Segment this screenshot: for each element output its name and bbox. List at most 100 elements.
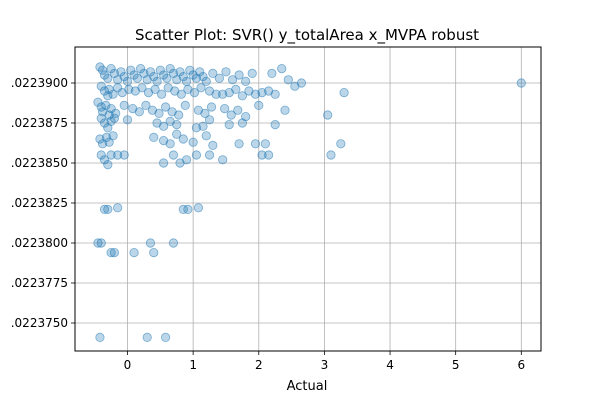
scatter-point — [95, 332, 105, 342]
scatter-point — [122, 76, 133, 87]
scatter-point — [159, 121, 169, 131]
scatter-point — [200, 108, 210, 119]
grid — [75, 47, 541, 351]
scatter-point — [155, 65, 165, 75]
scatter-point — [141, 100, 151, 111]
scatter-point — [119, 150, 129, 160]
scatter-point — [241, 76, 251, 87]
scatter-point — [137, 83, 147, 93]
scatter-point — [270, 89, 280, 99]
scatter-point — [126, 65, 136, 75]
scatter-point — [99, 155, 110, 165]
scatter-point — [145, 67, 156, 77]
x-tick-label: 3 — [321, 358, 329, 372]
scatter-point — [204, 115, 215, 125]
scatter-point — [96, 81, 106, 91]
scatter-point — [129, 248, 139, 258]
scatter-point — [181, 155, 192, 165]
scatter-point — [101, 100, 111, 111]
scatter-point — [119, 100, 129, 111]
scatter-point — [142, 332, 152, 342]
scatter-point — [257, 150, 267, 160]
scatter-point — [103, 73, 113, 83]
scatter-point — [336, 139, 346, 149]
scatter-point — [160, 102, 171, 112]
scatter-point — [172, 120, 182, 130]
scatter-point — [152, 76, 162, 87]
scatter-point — [178, 72, 188, 82]
scatter-point — [168, 150, 179, 160]
scatter-point — [280, 105, 290, 115]
scatter-point — [231, 84, 241, 95]
scatter-point — [277, 64, 287, 74]
scatter-point — [208, 68, 218, 79]
x-tick-label: 0 — [124, 358, 132, 372]
scatter-point — [159, 158, 169, 168]
scatter-point — [247, 68, 257, 79]
scatter-point — [180, 100, 190, 111]
x-tick-label: 4 — [386, 358, 394, 372]
scatter-point — [326, 150, 336, 160]
scatter-point — [234, 70, 244, 80]
scatter-point — [211, 89, 221, 99]
scatter-point — [99, 204, 110, 214]
scatter-point — [103, 204, 113, 214]
scatter-point — [218, 155, 228, 165]
scatter-point — [237, 91, 247, 101]
scatter-point — [108, 131, 118, 141]
scatter-point — [96, 113, 106, 123]
x-axis-ticks: 0 1 2 3 4 5 6 — [124, 351, 525, 372]
scatter-point — [165, 139, 175, 149]
scatter-point — [185, 65, 195, 75]
y-tick-label: .0223900 — [11, 76, 68, 90]
scatter-point — [227, 75, 238, 85]
scatter-point — [154, 108, 164, 119]
scatter-point — [122, 115, 133, 125]
scatter-point — [145, 238, 156, 248]
scatter-point — [119, 72, 129, 82]
x-tick-label: 2 — [255, 358, 263, 372]
scatter-point — [178, 134, 188, 144]
scatter-point — [323, 110, 333, 120]
scatter-point — [198, 72, 208, 82]
scatter-point — [198, 121, 208, 131]
scatter-point — [181, 76, 192, 87]
scatter-point — [134, 107, 144, 117]
scatter-point — [103, 160, 113, 170]
x-axis-label: Actual — [287, 379, 328, 394]
scatter-point — [220, 104, 230, 114]
scatter-point — [221, 67, 231, 77]
scatter-point — [176, 89, 186, 99]
scatter-point — [108, 89, 118, 99]
x-tick-label: 6 — [517, 358, 525, 372]
chart-title: Scatter Plot: SVR() y_totalArea x_MVPA r… — [135, 26, 479, 45]
scatter-point — [109, 248, 119, 258]
scatter-point — [96, 238, 106, 248]
scatter-point — [233, 105, 243, 115]
scatter-point — [93, 238, 103, 248]
data-points — [93, 62, 526, 342]
scatter-point — [149, 132, 159, 142]
scatter-point — [106, 150, 116, 160]
y-tick-label: .0223750 — [11, 316, 68, 330]
scatter-point — [109, 113, 119, 123]
scatter-point — [160, 332, 171, 342]
scatter-point — [339, 88, 349, 98]
scatter-point — [168, 238, 179, 248]
scatter-point — [165, 64, 175, 74]
scatter-point — [157, 89, 167, 99]
scatter-point — [234, 139, 244, 149]
scatter-point — [116, 67, 126, 77]
y-tick-label: .0223825 — [11, 196, 68, 210]
scatter-point — [150, 84, 160, 95]
scatter-point — [267, 68, 277, 79]
scatter-point — [175, 67, 185, 77]
scatter-point — [204, 150, 215, 160]
scatter-point — [206, 102, 217, 112]
scatter-point — [132, 73, 142, 83]
scatter-point — [113, 150, 123, 160]
scatter-point — [254, 100, 264, 111]
scatter-point — [264, 150, 274, 160]
scatter-point — [260, 139, 270, 149]
